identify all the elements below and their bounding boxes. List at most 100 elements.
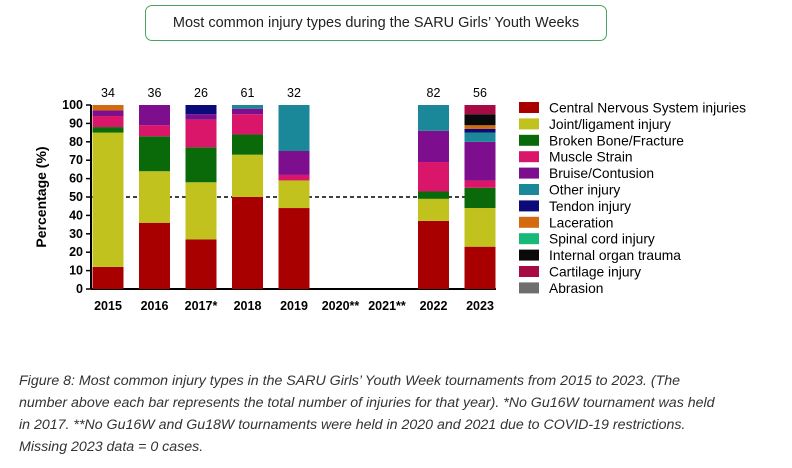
x-tick-label: 2019	[280, 299, 308, 313]
bar-segment	[232, 105, 263, 109]
caption-line: number above each bar represents the tot…	[19, 395, 715, 411]
bar-segment	[92, 110, 124, 117]
bar-segment	[464, 187, 496, 209]
legend-swatch	[519, 102, 539, 113]
bar-segment	[139, 222, 170, 289]
legend-swatch	[519, 249, 539, 261]
bar-total-label: 61	[241, 86, 255, 100]
bar-segment	[92, 105, 124, 111]
bar-segment	[139, 125, 170, 137]
bar-segment	[139, 136, 170, 172]
legend-swatch	[519, 167, 539, 179]
bar-total-label: 34	[101, 86, 115, 100]
legend-label: Tendon injury	[549, 199, 631, 214]
bar-segment	[418, 198, 449, 221]
bar-segment	[418, 162, 449, 192]
y-tick-label: 80	[69, 135, 83, 149]
y-tick-label: 0	[76, 282, 83, 296]
legend-swatch	[519, 118, 539, 130]
bar-segment	[464, 132, 496, 142]
bar-segment	[185, 239, 217, 289]
legend-label: Spinal cord injury	[549, 232, 655, 247]
x-tick-label: 2018	[234, 299, 262, 313]
bar-segment	[418, 130, 449, 163]
bar-segment	[185, 147, 217, 183]
bar-segment	[464, 246, 496, 289]
bar-total-label: 36	[148, 86, 162, 100]
legend-label: Laceration	[549, 215, 613, 230]
caption-line: Figure 8: Most common injury types in th…	[19, 373, 681, 389]
bar-segment	[464, 105, 496, 115]
legend-swatch	[519, 200, 539, 212]
x-tick-label: 2015	[94, 299, 122, 313]
x-tick-label: 2020**	[322, 299, 360, 313]
bar-total-label: 56	[473, 86, 487, 100]
bar-segment	[464, 128, 496, 133]
bar-segment	[418, 191, 449, 199]
x-tick-label: 2021**	[368, 299, 406, 313]
bar-segment	[464, 141, 496, 181]
legend-swatch	[519, 233, 539, 245]
y-tick-label: 30	[69, 227, 83, 241]
bar-segment	[278, 180, 310, 209]
legend-label: Cartilage injury	[549, 265, 641, 280]
bar-segment	[464, 114, 496, 126]
bar-segment	[464, 125, 496, 129]
bar-total-label: 32	[287, 86, 301, 100]
bar-segment	[418, 220, 449, 289]
legend-label: Central Nervous System injuries	[549, 101, 746, 116]
bar-segment	[278, 105, 310, 151]
bar-total-label: 82	[427, 86, 441, 100]
legend-swatch	[519, 266, 539, 277]
y-tick-label: 10	[69, 264, 83, 278]
legend-label: Bruise/Contusion	[549, 166, 654, 181]
y-axis-label: Percentage (%)	[33, 146, 49, 247]
x-tick-label: 2022	[420, 299, 448, 313]
bar-segment	[139, 105, 170, 126]
bar-total-label: 26	[194, 86, 208, 100]
bar-segment	[232, 108, 263, 115]
caption-line: in 2017. **No Gu16W and Gu18W tournament…	[19, 417, 686, 433]
x-tick-label: 2023	[466, 299, 494, 313]
bar-segment	[92, 127, 124, 133]
legend-label: Abrasion	[549, 281, 603, 296]
bar-segment	[185, 114, 217, 120]
bar-segment	[464, 208, 496, 247]
legend-label: Broken Bone/Fracture	[549, 133, 684, 148]
legend-swatch	[519, 282, 539, 294]
bar-segment	[139, 171, 170, 223]
y-tick-label: 50	[69, 190, 83, 204]
bar-segment	[92, 132, 124, 267]
bar-segment	[278, 208, 310, 289]
bar-segment	[92, 266, 124, 289]
y-tick-label: 70	[69, 153, 83, 167]
bar-segment	[464, 180, 496, 188]
bar-segment	[92, 116, 124, 128]
bar-segment	[278, 151, 310, 175]
bar-segment	[232, 114, 263, 135]
legend-label: Other injury	[549, 183, 620, 198]
legend-swatch	[519, 134, 539, 146]
y-tick-label: 100	[62, 98, 83, 112]
chart-title: Most common injury types during the SARU…	[172, 15, 580, 31]
legend-swatch	[519, 216, 539, 228]
x-tick-label: 2016	[141, 299, 169, 313]
legend-label: Joint/ligament injury	[549, 117, 671, 132]
bar-segment	[278, 174, 310, 181]
bar-segment	[185, 182, 217, 240]
bar-segment	[418, 105, 449, 131]
legend-swatch	[519, 151, 539, 163]
bar-segment	[232, 134, 263, 155]
y-tick-label: 90	[69, 116, 83, 130]
y-tick-label: 40	[69, 208, 83, 222]
legend-label: Internal organ trauma	[549, 248, 681, 263]
bar-segment	[185, 119, 217, 148]
bar-segment	[232, 197, 263, 289]
bar-segment	[232, 154, 263, 197]
legend-label: Muscle Strain	[549, 150, 633, 165]
caption-line: Missing 2023 data = 0 cases.	[19, 439, 204, 455]
legend-swatch	[519, 184, 539, 195]
y-tick-label: 60	[69, 172, 83, 186]
y-tick-label: 20	[69, 245, 83, 259]
stacked-bar-chart: 0 10 20 30 40 50 60 70 80 90 100 Percentage (%) 201…	[33, 86, 746, 313]
